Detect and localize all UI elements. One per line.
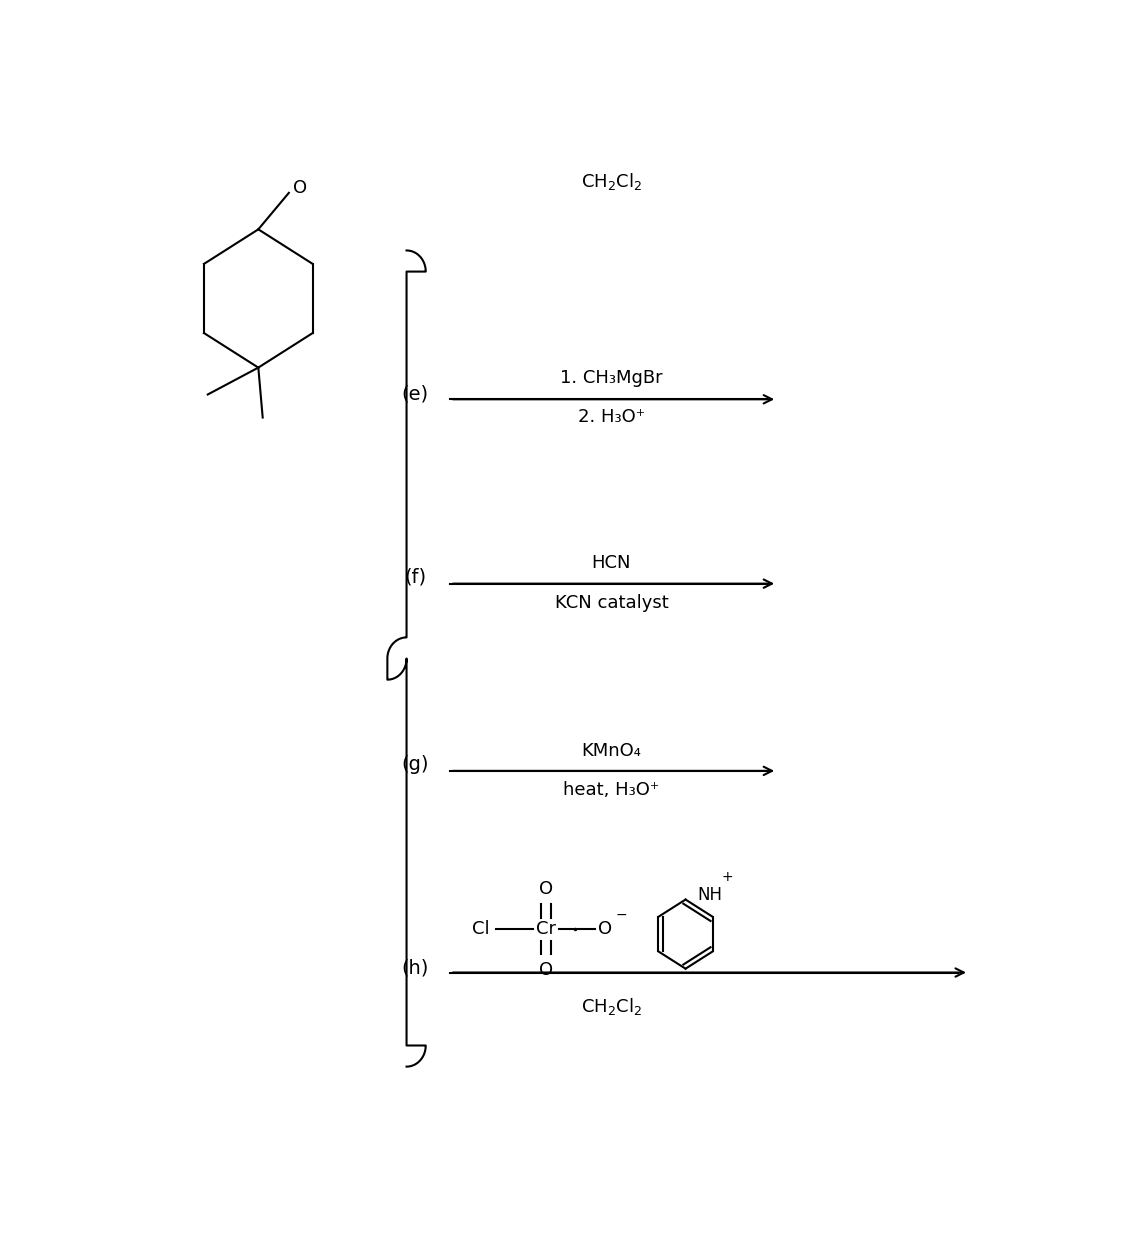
Text: KCN catalyst: KCN catalyst — [555, 594, 668, 612]
Text: CH$_2$Cl$_2$: CH$_2$Cl$_2$ — [580, 995, 642, 1016]
Text: Cl: Cl — [471, 920, 489, 938]
Text: Cr: Cr — [536, 920, 556, 938]
Text: O: O — [294, 180, 307, 197]
Text: 1. CH₃MgBr: 1. CH₃MgBr — [560, 369, 663, 387]
Text: (h): (h) — [402, 958, 429, 978]
Text: heat, H₃O⁺: heat, H₃O⁺ — [564, 781, 659, 799]
Text: 2. H₃O⁺: 2. H₃O⁺ — [578, 408, 645, 425]
Text: (e): (e) — [402, 385, 429, 404]
Text: −: − — [615, 908, 627, 922]
Text: +: + — [721, 870, 734, 884]
Text: HCN: HCN — [592, 554, 631, 571]
Text: −: − — [502, 922, 515, 936]
Text: O: O — [539, 960, 554, 979]
Text: (g): (g) — [402, 754, 429, 773]
Text: NH: NH — [696, 885, 722, 904]
Text: KMnO₄: KMnO₄ — [582, 742, 641, 759]
Text: (f): (f) — [404, 567, 426, 586]
Text: O: O — [539, 880, 554, 898]
Text: O: O — [598, 920, 612, 938]
Text: CH$_2$Cl$_2$: CH$_2$Cl$_2$ — [580, 171, 642, 192]
